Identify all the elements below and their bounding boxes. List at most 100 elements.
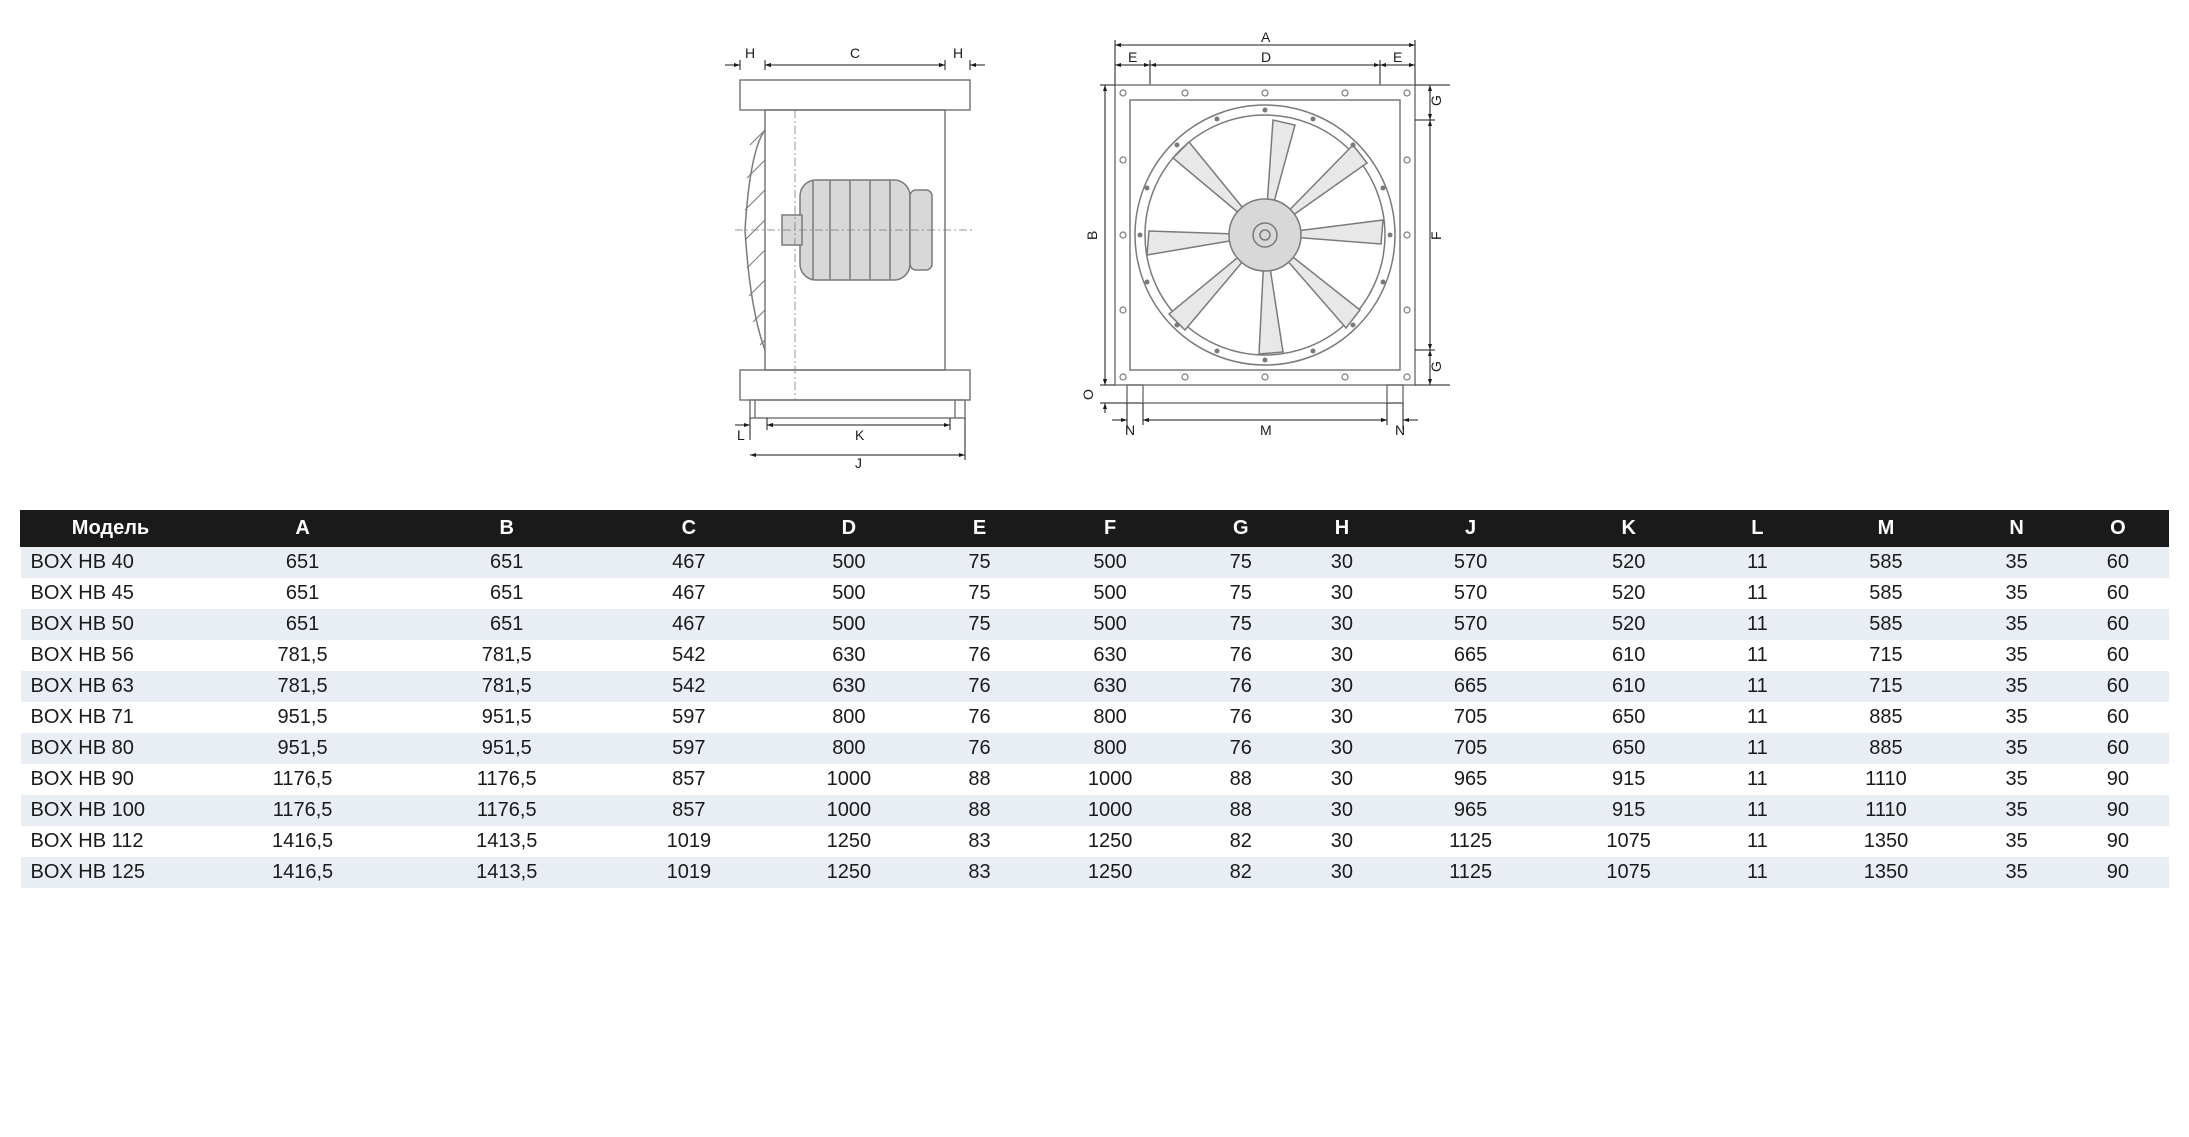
model-cell: BOX HB 50 [21,609,201,640]
value-cell: 520 [1549,547,1709,579]
model-cell: BOX HB 100 [21,795,201,826]
value-cell: 800 [769,702,929,733]
dim-o: O [1080,375,1127,413]
table-body: BOX HB 406516514675007550075305705201158… [21,547,2169,889]
column-header: O [2067,511,2168,547]
value-cell: 1416,5 [201,826,405,857]
value-cell: 651 [201,578,405,609]
value-cell: 60 [2067,609,2168,640]
value-cell: 951,5 [201,733,405,764]
value-cell: 467 [609,547,769,579]
value-cell: 630 [1030,640,1190,671]
value-cell: 800 [1030,702,1190,733]
value-cell: 965 [1393,764,1549,795]
value-cell: 651 [201,609,405,640]
value-cell: 60 [2067,578,2168,609]
value-cell: 11 [1709,702,1806,733]
dim-n-left: N [1125,422,1135,438]
value-cell: 610 [1549,640,1709,671]
fan-guard [745,130,765,350]
value-cell: 11 [1709,671,1806,702]
table-row: BOX HB 1001176,51176,5857100088100088309… [21,795,2169,826]
value-cell: 951,5 [405,702,609,733]
dim-f: F [1428,231,1444,240]
value-cell: 800 [769,733,929,764]
value-cell: 35 [1966,671,2067,702]
value-cell: 781,5 [405,671,609,702]
value-cell: 781,5 [201,640,405,671]
column-header: K [1549,511,1709,547]
value-cell: 1176,5 [405,764,609,795]
dim-l: L [737,427,745,443]
value-cell: 1125 [1393,826,1549,857]
column-header: G [1190,511,1291,547]
value-cell: 88 [929,764,1030,795]
side-view-diagram: H C H [695,30,1015,470]
value-cell: 781,5 [201,671,405,702]
value-cell: 1110 [1806,764,1966,795]
value-cell: 715 [1806,671,1966,702]
value-cell: 1413,5 [405,826,609,857]
column-header: F [1030,511,1190,547]
value-cell: 585 [1806,547,1966,579]
value-cell: 11 [1709,764,1806,795]
value-cell: 11 [1709,826,1806,857]
value-cell: 76 [1190,671,1291,702]
value-cell: 90 [2067,764,2168,795]
value-cell: 1075 [1549,857,1709,888]
value-cell: 705 [1393,702,1549,733]
value-cell: 1075 [1549,826,1709,857]
model-cell: BOX HB 112 [21,826,201,857]
value-cell: 11 [1709,733,1806,764]
value-cell: 75 [1190,547,1291,579]
value-cell: 665 [1393,671,1549,702]
column-header: J [1393,511,1549,547]
value-cell: 11 [1709,609,1806,640]
dimensions-table: МодельABCDEFGHJKLMNO BOX HB 406516514675… [20,510,2169,888]
value-cell: 1350 [1806,826,1966,857]
value-cell: 630 [1030,671,1190,702]
value-cell: 570 [1393,609,1549,640]
value-cell: 630 [769,671,929,702]
value-cell: 90 [2067,826,2168,857]
dim-j: J [855,455,862,470]
value-cell: 30 [1291,795,1392,826]
value-cell: 30 [1291,764,1392,795]
value-cell: 800 [1030,733,1190,764]
value-cell: 35 [1966,826,2067,857]
value-cell: 1176,5 [201,795,405,826]
value-cell: 88 [929,795,1030,826]
value-cell: 500 [769,547,929,579]
value-cell: 1350 [1806,857,1966,888]
value-cell: 30 [1291,671,1392,702]
value-cell: 500 [1030,547,1190,579]
value-cell: 82 [1190,826,1291,857]
dim-h-right: H [953,45,963,61]
model-cell: BOX HB 71 [21,702,201,733]
value-cell: 857 [609,764,769,795]
table-header: МодельABCDEFGHJKLMNO [21,511,2169,547]
value-cell: 88 [1190,795,1291,826]
value-cell: 1250 [769,826,929,857]
value-cell: 500 [1030,609,1190,640]
value-cell: 585 [1806,578,1966,609]
value-cell: 610 [1549,671,1709,702]
value-cell: 951,5 [201,702,405,733]
dim-a-label: A [1261,30,1271,45]
value-cell: 630 [769,640,929,671]
value-cell: 35 [1966,764,2067,795]
value-cell: 90 [2067,857,2168,888]
value-cell: 1125 [1393,857,1549,888]
motor [735,110,975,400]
value-cell: 35 [1966,547,2067,579]
table-row: BOX HB 406516514675007550075305705201158… [21,547,2169,579]
value-cell: 88 [1190,764,1291,795]
value-cell: 35 [1966,702,2067,733]
value-cell: 520 [1549,609,1709,640]
dim-bottom: K J L [735,418,965,470]
value-cell: 76 [1190,733,1291,764]
value-cell: 75 [1190,578,1291,609]
value-cell: 857 [609,795,769,826]
value-cell: 60 [2067,640,2168,671]
value-cell: 570 [1393,578,1549,609]
